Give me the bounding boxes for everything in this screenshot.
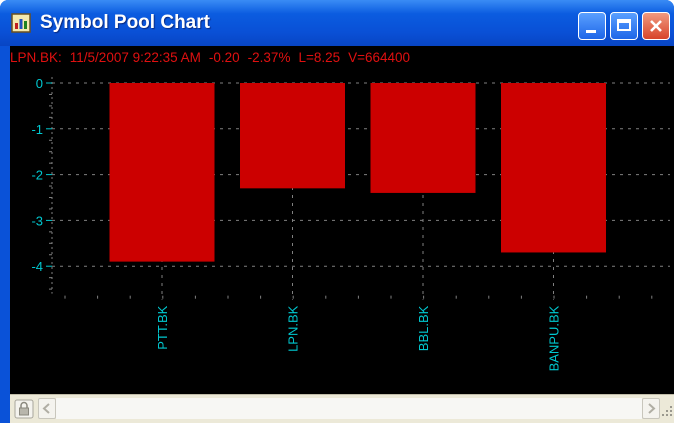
close-icon: [650, 20, 662, 32]
bar-lpn-bk: [240, 83, 345, 189]
horizontal-scrollbar-track[interactable]: [56, 398, 642, 419]
scroll-left-button[interactable]: [38, 398, 56, 419]
bar-ptt-bk: [109, 83, 215, 262]
info-change: -0.20: [208, 50, 240, 65]
scroll-right-button[interactable]: [642, 398, 660, 419]
y-tick-label: -2: [31, 168, 43, 183]
chart-area: LPN.BK: 11/5/2007 9:22:35 AM -0.20 -2.37% L=…: [10, 46, 674, 423]
info-symbol: LPN.BK:: [10, 50, 62, 65]
bar-bbl-bk: [370, 83, 476, 193]
maximize-button[interactable]: [610, 12, 638, 40]
info-datetime: 11/5/2007 9:22:35 AM: [69, 50, 201, 65]
y-tick-label: -1: [31, 122, 43, 137]
chevron-right-icon: [648, 403, 656, 414]
y-tick-label: 0: [36, 76, 43, 91]
window-title: Symbol Pool Chart: [40, 12, 210, 33]
x-tick-label: LPN.BK: [286, 305, 301, 352]
lock-icon[interactable]: [14, 399, 34, 419]
y-tick-label: -3: [31, 213, 43, 228]
status-bar: [10, 394, 674, 423]
y-tick-label: -4: [31, 259, 43, 274]
chevron-left-icon: [42, 403, 50, 414]
info-percent: -2.37%: [247, 50, 291, 65]
info-last: L=8.25: [298, 50, 341, 65]
x-tick-label: BBL.BK: [416, 305, 431, 351]
minimize-button[interactable]: [578, 12, 606, 40]
quote-info-line: LPN.BK: 11/5/2007 9:22:35 AM -0.20 -2.37% L=…: [10, 50, 418, 65]
info-volume: V=664400: [348, 50, 411, 65]
bar-banpu-bk: [501, 83, 606, 253]
bar-chart: 0 -1 -2 -3 -4 PTT.BK LPN.BK BBL.BK BANPU.BK: [31, 76, 670, 371]
resize-grip-icon[interactable]: [660, 404, 674, 418]
x-tick-label: BANPU.BK: [547, 305, 562, 371]
title-bar[interactable]: Symbol Pool Chart: [0, 0, 674, 46]
x-tick-label: PTT.BK: [155, 305, 170, 349]
app-icon: [11, 13, 31, 33]
close-button[interactable]: [642, 12, 670, 40]
